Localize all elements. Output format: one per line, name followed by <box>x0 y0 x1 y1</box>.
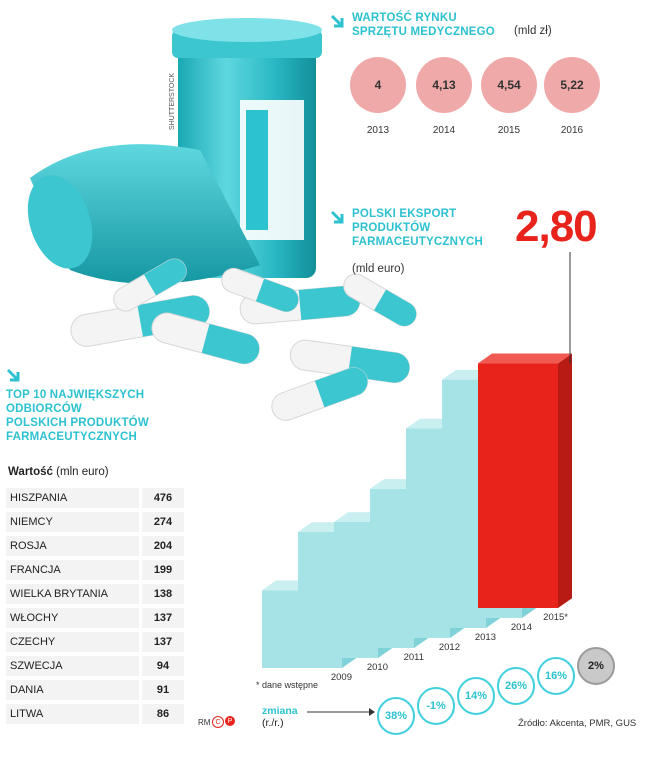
country-name: WŁOCHY <box>6 608 139 628</box>
top10-title: TOP 10 NAJWIĘKSZYCH ODBIORCÓW POLSKICH P… <box>6 389 149 443</box>
change-badge: 14% <box>457 677 495 715</box>
source: Źródło: Akcenta, PMR, GUS <box>518 718 637 729</box>
country-value: 86 <box>142 704 184 724</box>
market-year-label: 2014 <box>432 125 456 136</box>
table-row: NIEMCY 274 <box>6 510 184 534</box>
year-tick-label: 2013 <box>475 632 496 643</box>
bar <box>478 363 558 608</box>
change-badge: 16% <box>537 657 575 695</box>
top10-value-label: Wartość (mln euro) <box>8 466 109 478</box>
table-row: WIELKA BRYTANIA 138 <box>6 582 184 606</box>
market-year-label: 2016 <box>560 125 584 136</box>
market-value-circle: 4,54 <box>481 57 537 113</box>
export-highlight-value: 2,80 <box>515 202 598 251</box>
year-tick-label: 2009 <box>331 672 352 683</box>
country-value: 476 <box>142 488 184 508</box>
country-value: 94 <box>142 656 184 676</box>
market-value-circle: 4,13 <box>416 57 472 113</box>
change-legend: zmiana (r./r.) <box>262 705 298 729</box>
table-row: CZECHY 137 <box>6 630 184 654</box>
country-name: HISZPANIA <box>6 488 139 508</box>
year-tick-label: 2014 <box>511 622 532 633</box>
watermark: SHUTTERSTOCK <box>169 73 176 130</box>
country-name: DANIA <box>6 680 139 700</box>
year-tick-label: 2015* <box>543 612 568 623</box>
change-badge: 2% <box>577 647 615 685</box>
p-icon: P <box>225 716 235 726</box>
country-name: WIELKA BRYTANIA <box>6 584 139 604</box>
market-title: WARTOŚĆ RYNKU SPRZĘTU MEDYCZNEGO <box>352 12 495 38</box>
market-year-label: 2013 <box>366 125 390 136</box>
table-row: WŁOCHY 137 <box>6 606 184 630</box>
country-value: 274 <box>142 512 184 532</box>
country-value: 204 <box>142 536 184 556</box>
capsules <box>70 258 417 421</box>
top10-table: HISZPANIA 476 NIEMCY 274 ROSJA 204 FRANCJA 199 W… <box>6 486 184 726</box>
lying-bottle <box>27 144 260 284</box>
year-tick-label: 2010 <box>367 662 388 673</box>
copyright-icon: C <box>212 716 224 728</box>
footnote: * dane wstępne <box>256 680 319 690</box>
export-title: POLSKI EKSPORT PRODUKTÓW FARMACEUTYCZNYC… <box>352 208 483 248</box>
country-value: 199 <box>142 560 184 580</box>
country-value: 138 <box>142 584 184 604</box>
country-name: CZECHY <box>6 632 139 652</box>
change-badge: 38% <box>377 697 415 735</box>
market-value-circle: 4 <box>350 57 406 113</box>
credit: RM <box>198 718 211 727</box>
arrow-icon <box>330 14 344 28</box>
table-row: SZWECJA 94 <box>6 654 184 678</box>
country-name: NIEMCY <box>6 512 139 532</box>
market-unit: (mld zł) <box>514 25 552 37</box>
country-name: FRANCJA <box>6 560 139 580</box>
country-name: ROSJA <box>6 536 139 556</box>
market-value-circle: 5,22 <box>544 57 600 113</box>
country-name: SZWECJA <box>6 656 139 676</box>
year-tick-label: 2012 <box>439 642 460 653</box>
change-arrow <box>307 708 375 716</box>
table-row: ROSJA 204 <box>6 534 184 558</box>
table-row: HISZPANIA 476 <box>6 486 184 510</box>
country-name: LITWA <box>6 704 139 724</box>
change-badge: -1% <box>417 687 455 725</box>
table-row: LITWA 86 <box>6 702 184 726</box>
change-badge: 26% <box>497 667 535 705</box>
year-tick-label: 2011 <box>404 652 424 663</box>
bar-top <box>478 353 572 364</box>
country-value: 137 <box>142 632 184 652</box>
arrow-icon <box>330 210 344 224</box>
arrow-icon <box>6 368 20 382</box>
market-year-label: 2015 <box>497 125 521 136</box>
table-row: DANIA 91 <box>6 678 184 702</box>
bar-side <box>558 353 572 608</box>
table-row: FRANCJA 199 <box>6 558 184 582</box>
export-unit: (mld euro) <box>352 263 405 275</box>
country-value: 91 <box>142 680 184 700</box>
country-value: 137 <box>142 608 184 628</box>
